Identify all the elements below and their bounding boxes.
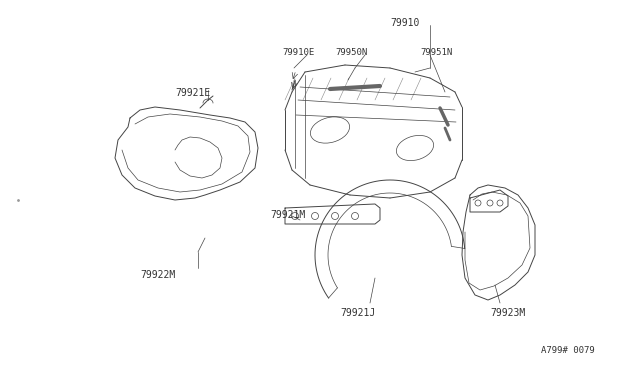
Text: 79922M: 79922M xyxy=(140,270,175,280)
Text: 79921M: 79921M xyxy=(270,210,305,220)
Text: 79950N: 79950N xyxy=(335,48,367,57)
Text: 79951N: 79951N xyxy=(420,48,452,57)
Text: 79923M: 79923M xyxy=(490,308,525,318)
Text: 79910: 79910 xyxy=(390,18,420,28)
Text: 79921J: 79921J xyxy=(340,308,375,318)
Text: A799# 0079: A799# 0079 xyxy=(541,346,595,355)
Text: 79921E: 79921E xyxy=(175,88,211,98)
Text: 79910E: 79910E xyxy=(282,48,314,57)
